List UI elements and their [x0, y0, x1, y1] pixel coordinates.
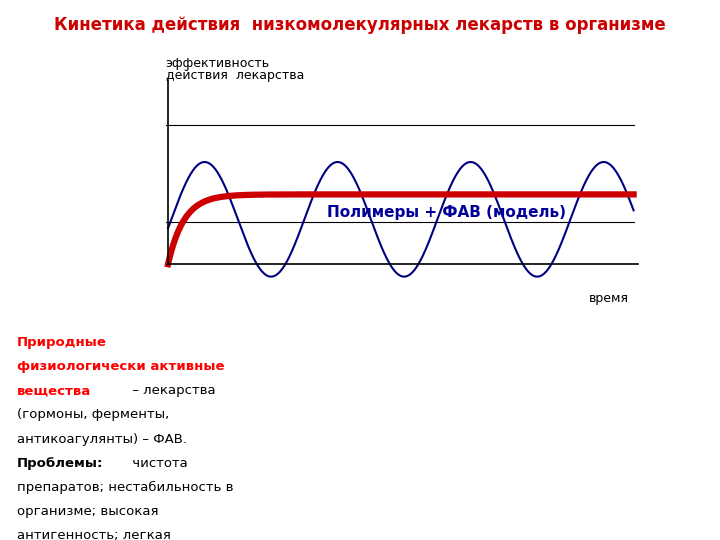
Text: – лекарства: – лекарства: [128, 384, 216, 397]
Text: вещества: вещества: [17, 384, 91, 397]
Text: чистота: чистота: [128, 457, 188, 470]
Text: время: время: [589, 292, 629, 305]
Text: Природные: Природные: [17, 336, 107, 349]
Text: организме; высокая: организме; высокая: [17, 505, 158, 518]
Text: (гормоны, ферменты,: (гормоны, ферменты,: [17, 408, 169, 421]
Text: Кинетика действия  низкомолекулярных лекарств в организме: Кинетика действия низкомолекулярных лека…: [54, 16, 666, 34]
Text: антигенность; легкая: антигенность; легкая: [17, 529, 171, 540]
Text: антикоагулянты) – ФАВ.: антикоагулянты) – ФАВ.: [17, 433, 187, 446]
Text: Полимеры + ФАВ (модель): Полимеры + ФАВ (модель): [327, 205, 566, 220]
Text: Проблемы:: Проблемы:: [17, 457, 104, 470]
Text: эффективность: эффективность: [166, 57, 270, 70]
Text: препаратов; нестабильность в: препаратов; нестабильность в: [17, 481, 233, 494]
Text: действия  лекарства: действия лекарства: [166, 69, 304, 82]
Text: физиологически активные: физиологически активные: [17, 360, 225, 373]
